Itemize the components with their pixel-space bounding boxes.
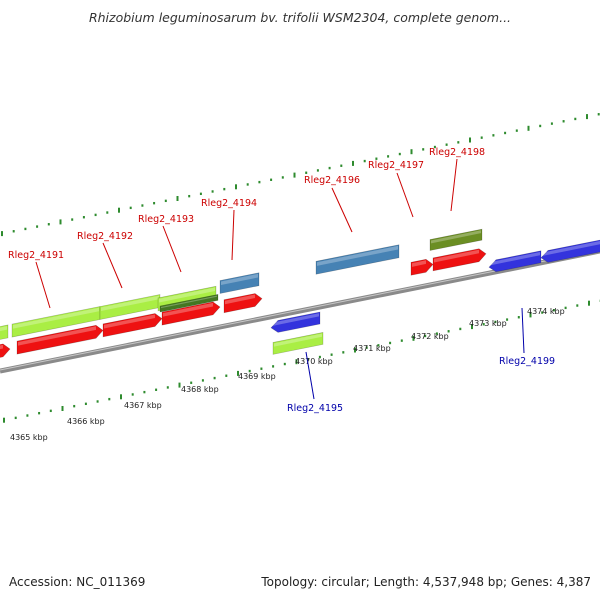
gene-label: Rleg2_4196 [304, 175, 360, 186]
gene-leader-line [331, 187, 353, 233]
gene-label: Rleg2_4199 [499, 356, 555, 367]
backbone-line [0, 248, 600, 374]
gene-labels: Rleg2_4191 Rleg2_4192 Rleg2_4193 Rleg2_4194… [8, 147, 555, 414]
gene-bar-highlight [317, 245, 398, 266]
gene-bar [429, 228, 483, 251]
gene-bar-highlight [221, 273, 258, 286]
scale-tick-label: 4370 kbp [295, 357, 333, 366]
gene-label: Rleg2_4197 [368, 160, 424, 171]
gene-bar [0, 324, 9, 340]
reverse-arrow-highlight [272, 313, 319, 326]
gene-leader-line [231, 209, 235, 261]
scale-tick-label: 4371 kbp [353, 344, 391, 353]
reverse-gene-bar [272, 332, 324, 355]
gene-leader-line [102, 242, 123, 289]
cds-arrow-highlight [104, 314, 155, 329]
scale-tick-label: 4372 kbp [411, 332, 449, 341]
gene-leader-line [521, 307, 525, 354]
scale-tick-label: 4366 kbp [67, 417, 105, 426]
cds-arrow-highlight [412, 260, 426, 267]
inner-tick-track [3, 299, 600, 423]
cds-arrow [0, 343, 11, 358]
gene-leader-line [396, 172, 414, 218]
scale-tick-label: 4367 kbp [124, 401, 162, 410]
cds-arrow-highlight [225, 294, 255, 305]
gene-bar-dark [159, 294, 219, 313]
accession-text: Accession: NC_011369 [9, 575, 146, 589]
cds-arrow [102, 313, 163, 338]
scale-tick-label: 4373 kbp [469, 319, 507, 328]
scale-tick-label: 4368 kbp [181, 385, 219, 394]
gene-label: Rleg2_4198 [429, 147, 485, 158]
gene-bar-highlight [159, 287, 215, 303]
cds-arrow-highlight [0, 344, 3, 350]
scale-tick-label: 4369 kbp [238, 372, 276, 381]
cds-arrow [161, 301, 221, 326]
gene-label: Rleg2_4193 [138, 214, 194, 225]
map-title: Rhizobium leguminosarum bv. trifolii WSM… [88, 10, 512, 25]
gene-leader-line [450, 158, 458, 212]
reverse-arrow [270, 311, 321, 333]
reverse-arrow [540, 239, 600, 263]
cds-arrow [432, 248, 487, 272]
gene-label: Rleg2_4192 [77, 231, 133, 242]
topology-text: Topology: circular; Length: 4,537,948 bp… [261, 575, 591, 589]
gene-bar-dark-highlight [161, 295, 217, 309]
gene-bar-highlight [13, 307, 99, 329]
scale-labels: 4365 kbp 4366 kbp 4367 kbp 4368 kbp 4369 kbp… [10, 307, 565, 442]
outer-tick-track [1, 113, 600, 237]
gene-bar [219, 272, 260, 294]
cds-arrow [16, 324, 104, 355]
reverse-arrow [488, 250, 542, 273]
scale-tick-label: 4365 kbp [10, 433, 48, 442]
cds-arrow [223, 293, 263, 314]
gene-leader-line [35, 261, 51, 309]
gene-label: Rleg2_4191 [8, 250, 64, 261]
reverse-arrow-highlight [490, 252, 540, 266]
gene-bar-highlight [431, 230, 481, 244]
reverse-gene-bar-highlight [274, 333, 322, 347]
gene-leader-line [162, 225, 182, 273]
cds-arrow-highlight [434, 249, 479, 263]
feature-track [0, 228, 600, 358]
cds-arrow [410, 258, 434, 276]
gene-bar-highlight [101, 295, 159, 312]
cds-arrow-highlight [18, 326, 96, 346]
cds-arrow-highlight [163, 302, 213, 317]
reverse-arrow-highlight [542, 241, 600, 256]
gene-label: Rleg2_4195 [287, 403, 343, 414]
gene-label: Rleg2_4194 [201, 198, 257, 209]
gene-bar-highlight [0, 326, 7, 332]
scale-tick-label: 4374 kbp [527, 307, 565, 316]
gene-bar [315, 244, 400, 275]
gene-leader-line [305, 351, 315, 400]
